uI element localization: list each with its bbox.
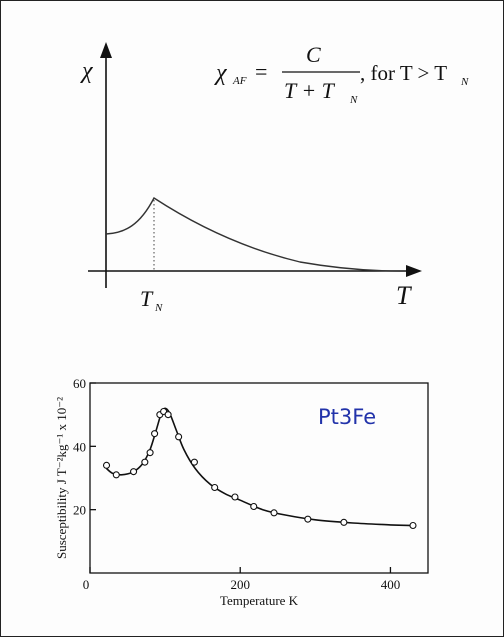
- bottom-xlabel: Temperature K: [220, 593, 299, 608]
- formula-lhs-sub: AF: [232, 75, 247, 87]
- tn-label: T: [140, 286, 154, 311]
- schematic-xlabel: T: [396, 281, 412, 310]
- data-point: [141, 458, 149, 466]
- y-tick-label: 20: [73, 503, 86, 518]
- y-tick-label: 60: [73, 376, 86, 391]
- formula-equals: =: [255, 59, 267, 84]
- formula-condition: , for T > T: [360, 61, 447, 85]
- y-ticks: 20 40 60: [73, 376, 96, 518]
- x-ticks: 0 200 400: [83, 567, 400, 592]
- bottom-ylabel: Susceptibility J T⁻²kg⁻¹ x 10⁻²: [54, 397, 69, 559]
- data-point: [102, 461, 111, 469]
- formula-lhs: χ: [214, 60, 228, 86]
- y-tick-label: 40: [73, 439, 86, 454]
- data-point: [146, 449, 154, 457]
- data-point: [231, 493, 239, 501]
- compound-annotation: Pt3Fe: [318, 405, 376, 429]
- schematic-y-arrowhead: [100, 42, 112, 58]
- x-tick-label: 0: [83, 577, 90, 592]
- data-point: [211, 483, 219, 492]
- formula-numerator: C: [306, 42, 321, 67]
- data-point: [130, 468, 138, 476]
- x-tick-label: 200: [230, 577, 250, 592]
- susceptibility-chart: 20 40 60 0 200 400 Temperature K Susceptibil…: [54, 376, 429, 608]
- data-point: [151, 430, 159, 438]
- data-point: [340, 518, 348, 526]
- schematic-x-arrowhead: [406, 265, 422, 277]
- data-point: [304, 515, 312, 523]
- data-point: [190, 458, 198, 466]
- formula-denominator: T + T: [284, 78, 336, 103]
- schematic-chart: χ T T N χ AF = C T + T N , for T > T N: [80, 42, 469, 314]
- schematic-ylabel: χ: [80, 58, 94, 84]
- formula: χ AF = C T + T N , for T > T N: [214, 42, 469, 106]
- data-point: [409, 521, 417, 530]
- schematic-curve: [105, 196, 401, 272]
- formula-condition-sub: N: [460, 76, 469, 88]
- x-tick-label: 400: [381, 577, 401, 592]
- data-point: [112, 471, 120, 479]
- data-point: [175, 433, 183, 441]
- plot-frame: [89, 382, 429, 574]
- tn-label-sub: N: [154, 302, 163, 314]
- data-point: [270, 509, 278, 517]
- data-points: [102, 407, 417, 530]
- formula-denominator-sub: N: [349, 94, 358, 106]
- data-point: [250, 502, 258, 511]
- data-point: [164, 411, 172, 419]
